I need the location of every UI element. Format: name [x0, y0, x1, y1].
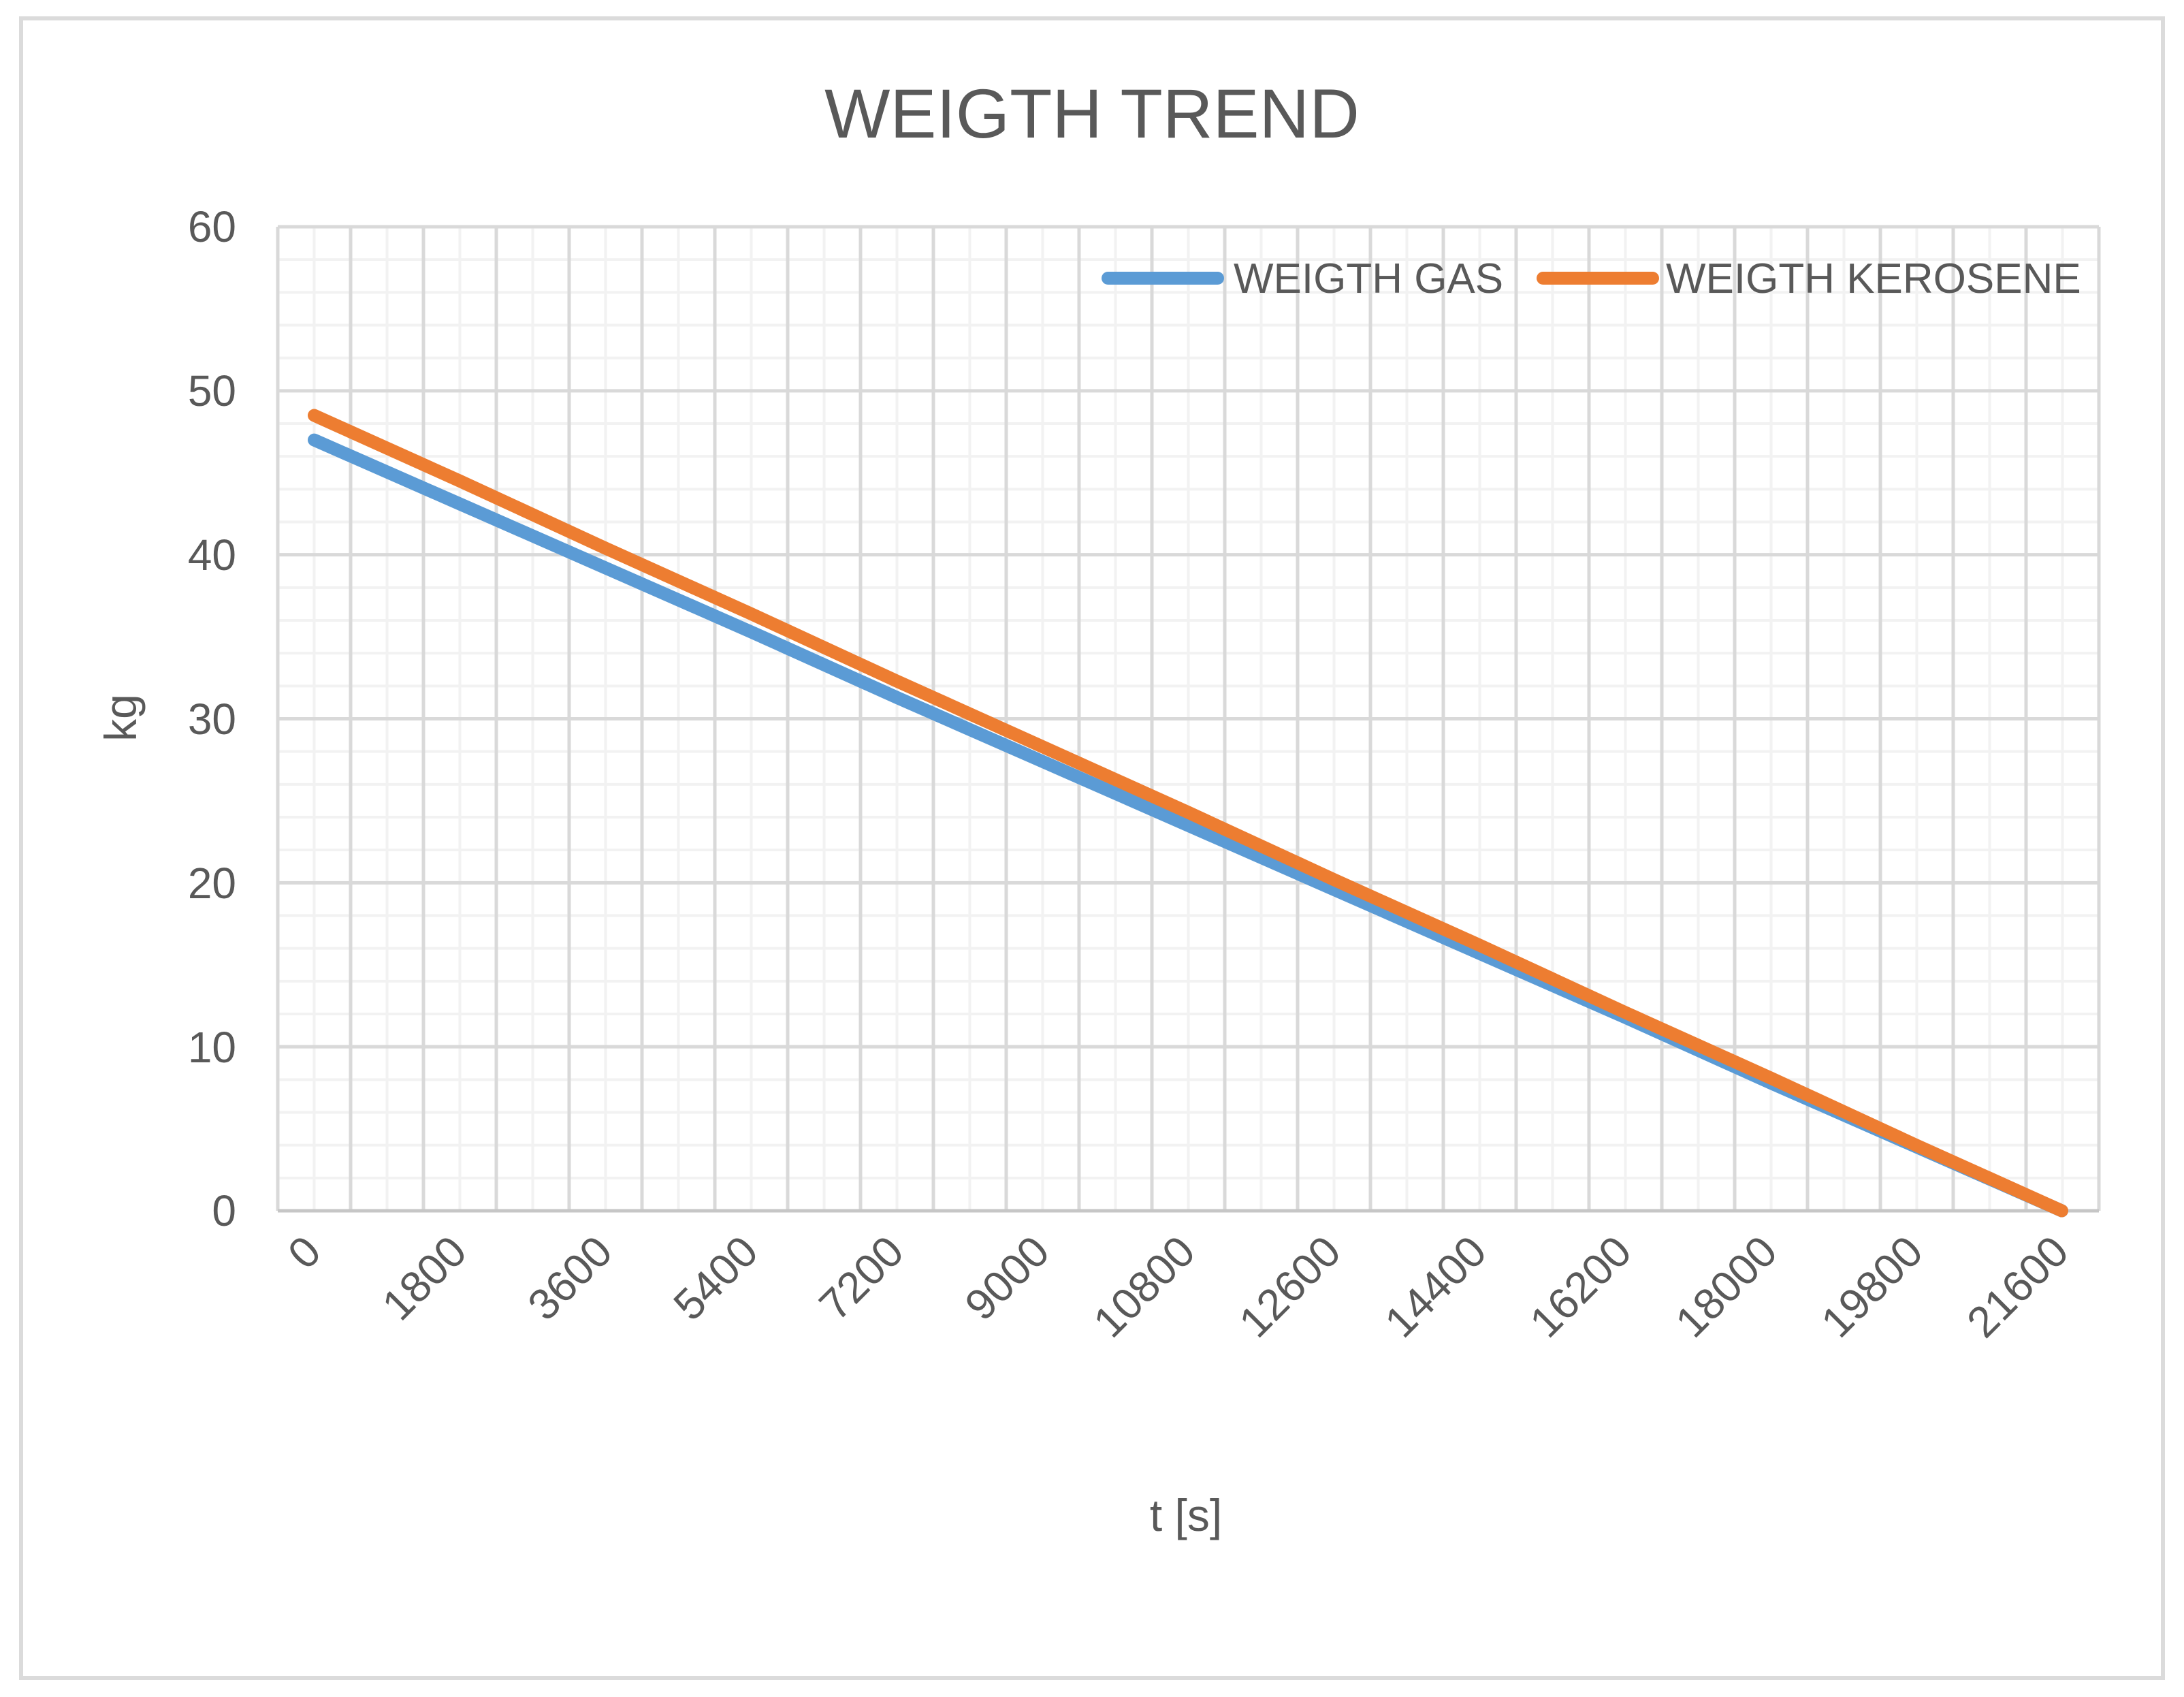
y-tick-label: 0	[212, 1186, 236, 1235]
x-tick-label: 19800	[1812, 1226, 1932, 1347]
y-tick-label: 30	[188, 695, 236, 744]
series-line-weigth-kerosene	[308, 409, 2068, 1218]
gridlines	[276, 225, 2101, 1213]
x-tick-label: 0	[278, 1226, 330, 1278]
x-tick-label: 18000	[1666, 1226, 1786, 1347]
x-tick-label: 9000	[955, 1226, 1059, 1330]
chart-title: WEIGTH TREND	[824, 75, 1360, 153]
y-tick-label: 20	[188, 859, 236, 908]
x-tick-label: 12600	[1230, 1226, 1350, 1347]
x-tick-label: 21600	[1957, 1226, 2078, 1347]
x-tick-label: 5400	[664, 1226, 767, 1330]
legend-label-kerosene: WEIGTH KEROSENE	[1666, 255, 2081, 302]
x-tick-label: 1800	[372, 1226, 476, 1330]
y-axis-tick-labels: 60 50 40 30 20 10 0	[188, 202, 236, 1235]
y-axis-title: kg	[95, 694, 146, 742]
legend-label-gas: WEIGTH GAS	[1234, 255, 1503, 302]
y-tick-label: 40	[188, 530, 236, 580]
x-tick-label: 7200	[809, 1226, 913, 1330]
y-tick-label: 10	[188, 1023, 236, 1072]
legend-swatch-kerosene-icon	[1537, 272, 1659, 285]
x-tick-label: 3600	[518, 1226, 622, 1330]
x-tick-label: 16200	[1520, 1226, 1641, 1347]
y-tick-label: 60	[188, 202, 236, 251]
x-axis-tick-labels: 0 1800 3600 5400 7200 9000 10800 12600 1…	[278, 1226, 2078, 1347]
chart-border	[19, 16, 2165, 1680]
legend-swatch-gas-icon	[1102, 272, 1224, 285]
x-tick-label: 14400	[1375, 1226, 1496, 1347]
x-axis-title: t [s]	[1150, 1490, 1222, 1540]
y-tick-label: 50	[188, 366, 236, 415]
x-tick-label: 10800	[1084, 1226, 1204, 1347]
series-lines	[308, 409, 2068, 1218]
legend: WEIGTH GAS WEIGTH KEROSENE	[1102, 255, 2081, 302]
